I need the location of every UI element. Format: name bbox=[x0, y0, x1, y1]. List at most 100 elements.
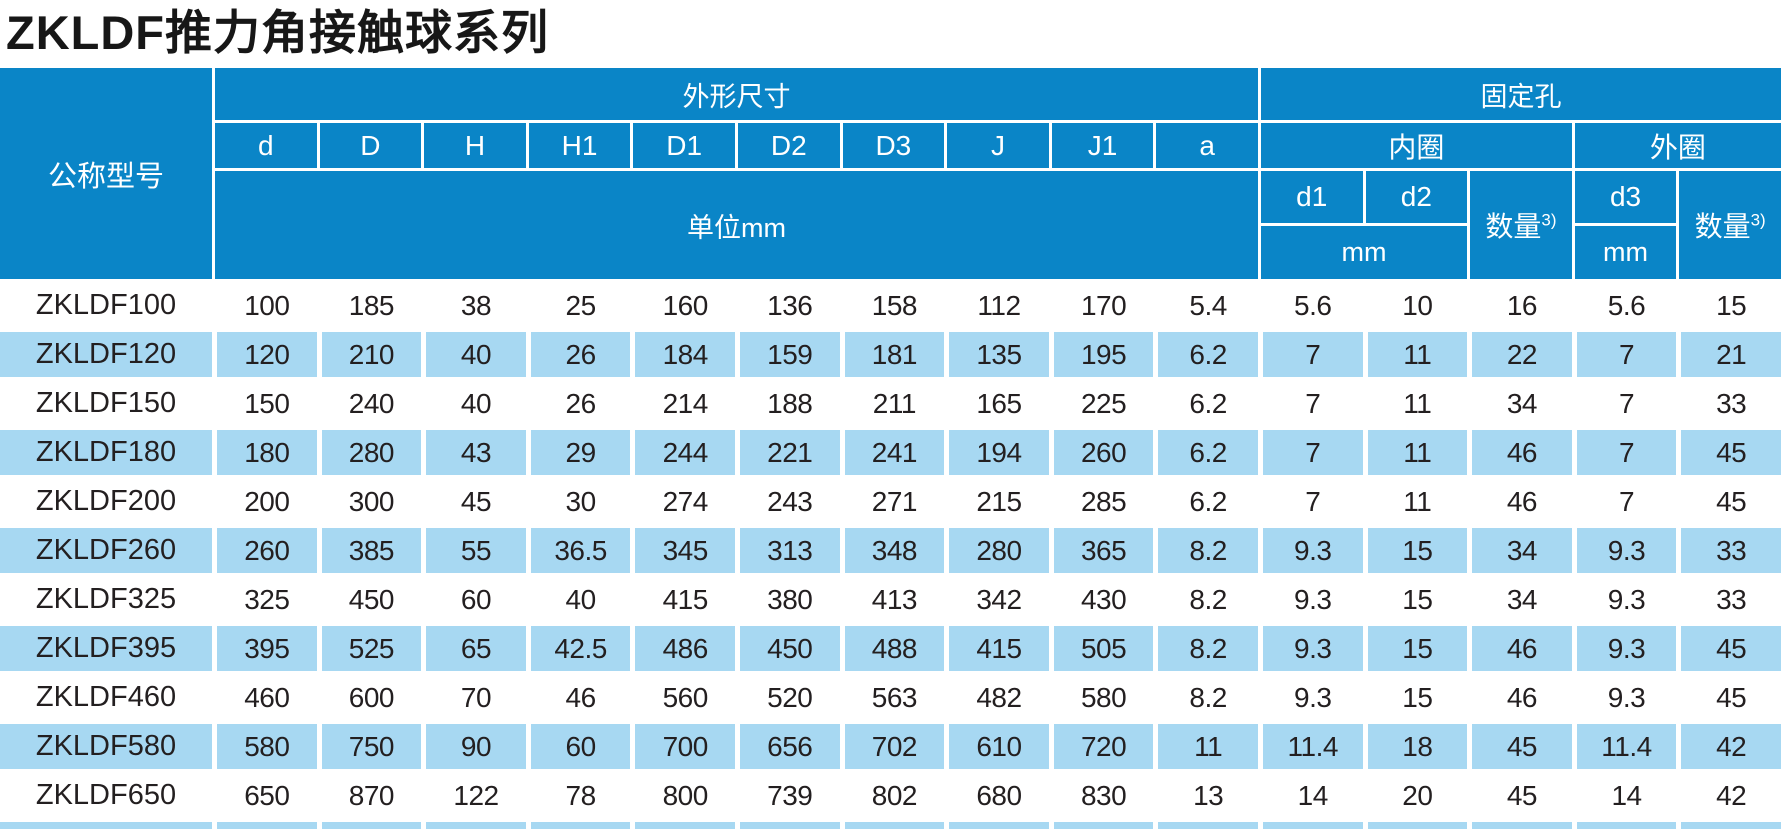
value-cell: 159 bbox=[734, 328, 840, 377]
value-cell: 560 bbox=[630, 671, 735, 720]
col-header-d3: d3 bbox=[1571, 168, 1677, 223]
col-header-D1: D1 bbox=[630, 120, 735, 168]
table-row: ZKLDF460 460 600 70 46 560 520 563 482 580 8.2 9.3 1… bbox=[0, 671, 1781, 720]
table-row: ZKLDF580 580 750 90 60 700 656 702 610 720 11 11.4 1… bbox=[0, 720, 1781, 769]
value-cell: 45 bbox=[1676, 475, 1781, 524]
value-cell: 15 bbox=[1362, 622, 1468, 671]
value-cell: 8.2 bbox=[1153, 671, 1258, 720]
value-cell: 600 bbox=[316, 671, 422, 720]
value-cell: 415 bbox=[630, 573, 735, 622]
value-cell: 46 bbox=[525, 671, 631, 720]
col-header-d2: d2 bbox=[1362, 168, 1468, 223]
col-header-outer-qty: 数量3) bbox=[1676, 168, 1781, 279]
value-cell: 181 bbox=[839, 328, 945, 377]
col-header-inner-qty: 数量3) bbox=[1467, 168, 1572, 279]
value-cell: 482 bbox=[944, 671, 1049, 720]
value-cell: 122 bbox=[421, 769, 526, 818]
header-row-groups: 公称型号 外形尺寸 固定孔 bbox=[0, 68, 1781, 279]
value-cell: 9.3 bbox=[1257, 573, 1363, 622]
value-cell: 702 bbox=[839, 720, 945, 769]
value-cell: 33 bbox=[1676, 573, 1781, 622]
inner-qty-footnote: 3) bbox=[1541, 210, 1557, 230]
partial-cell bbox=[525, 818, 631, 829]
value-cell: 11 bbox=[1362, 328, 1468, 377]
value-cell: 15 bbox=[1362, 671, 1468, 720]
value-cell: 430 bbox=[1048, 573, 1154, 622]
table-row: ZKLDF120 120 210 40 26 184 159 181 135 195 6.2 7 11 2… bbox=[0, 328, 1781, 377]
col-header-model: 公称型号 bbox=[0, 68, 212, 279]
partial-cell bbox=[630, 818, 735, 829]
value-cell: 6.2 bbox=[1153, 377, 1258, 426]
value-cell: 46 bbox=[1467, 622, 1572, 671]
partial-cell bbox=[1048, 818, 1154, 829]
value-cell: 120 bbox=[212, 328, 317, 377]
value-cell: 188 bbox=[734, 377, 840, 426]
value-cell: 9.3 bbox=[1257, 622, 1363, 671]
model-cell: ZKLDF325 bbox=[0, 573, 212, 622]
value-cell: 160 bbox=[630, 279, 735, 328]
value-cell: 194 bbox=[944, 426, 1049, 475]
value-cell: 46 bbox=[1467, 475, 1572, 524]
value-cell: 260 bbox=[1048, 426, 1154, 475]
value-cell: 42 bbox=[1676, 769, 1781, 818]
value-cell: 136 bbox=[734, 279, 840, 328]
value-cell: 8.2 bbox=[1153, 524, 1258, 573]
col-header-a: a bbox=[1153, 120, 1258, 168]
value-cell: 271 bbox=[839, 475, 945, 524]
table-header: 公称型号 外形尺寸 固定孔 d D H H1 D1 D2 D3 J J1 a 内… bbox=[0, 68, 1781, 279]
value-cell: 739 bbox=[734, 769, 840, 818]
header-row-units: mm mm bbox=[0, 223, 1781, 279]
value-cell: 45 bbox=[1467, 720, 1572, 769]
value-cell: 285 bbox=[1048, 475, 1154, 524]
value-cell: 9.3 bbox=[1571, 524, 1677, 573]
value-cell: 45 bbox=[1467, 769, 1572, 818]
value-cell: 10 bbox=[1362, 279, 1468, 328]
value-cell: 60 bbox=[525, 720, 631, 769]
model-cell: ZKLDF395 bbox=[0, 622, 212, 671]
dimensions-unit-label: 单位mm bbox=[212, 168, 1258, 279]
value-cell: 26 bbox=[525, 328, 631, 377]
col-group-fixing-holes: 固定孔 bbox=[1257, 68, 1781, 120]
value-cell: 22 bbox=[1467, 328, 1572, 377]
value-cell: 45 bbox=[1676, 622, 1781, 671]
value-cell: 112 bbox=[944, 279, 1049, 328]
value-cell: 5.6 bbox=[1257, 279, 1363, 328]
value-cell: 9.3 bbox=[1257, 524, 1363, 573]
partial-cell bbox=[944, 818, 1049, 829]
header-row-columns: d D H H1 D1 D2 D3 J J1 a 内圈 外圈 bbox=[0, 120, 1781, 168]
value-cell: 9.3 bbox=[1257, 671, 1363, 720]
value-cell: 720 bbox=[1048, 720, 1154, 769]
value-cell: 43 bbox=[421, 426, 526, 475]
value-cell: 42 bbox=[1676, 720, 1781, 769]
partial-cell bbox=[839, 818, 945, 829]
value-cell: 165 bbox=[944, 377, 1049, 426]
value-cell: 11.4 bbox=[1257, 720, 1363, 769]
value-cell: 313 bbox=[734, 524, 840, 573]
value-cell: 170 bbox=[1048, 279, 1154, 328]
bearing-spec-table: 公称型号 外形尺寸 固定孔 d D H H1 D1 D2 D3 J J1 a 内… bbox=[0, 68, 1781, 829]
value-cell: 486 bbox=[630, 622, 735, 671]
table-row: ZKLDF150 150 240 40 26 214 188 211 165 225 6.2 7 11 3… bbox=[0, 377, 1781, 426]
value-cell: 6.2 bbox=[1153, 328, 1258, 377]
model-cell: ZKLDF200 bbox=[0, 475, 212, 524]
value-cell: 13 bbox=[1153, 769, 1258, 818]
value-cell: 365 bbox=[1048, 524, 1154, 573]
value-cell: 55 bbox=[421, 524, 526, 573]
col-header-H: H bbox=[421, 120, 526, 168]
value-cell: 11 bbox=[1362, 475, 1468, 524]
partial-cell bbox=[1571, 818, 1677, 829]
partial-cell bbox=[421, 818, 526, 829]
col-header-J: J bbox=[944, 120, 1049, 168]
value-cell: 14 bbox=[1571, 769, 1677, 818]
table-row: ZKLDF200 200 300 45 30 274 243 271 215 285 6.2 7 11 4… bbox=[0, 475, 1781, 524]
value-cell: 15 bbox=[1676, 279, 1781, 328]
outer-mm-unit: mm bbox=[1571, 223, 1677, 279]
value-cell: 413 bbox=[839, 573, 945, 622]
value-cell: 11 bbox=[1362, 426, 1468, 475]
value-cell: 7 bbox=[1257, 328, 1363, 377]
col-group-dimensions: 外形尺寸 bbox=[212, 68, 1258, 120]
value-cell: 65 bbox=[421, 622, 526, 671]
inner-mm-unit: mm bbox=[1257, 223, 1468, 279]
value-cell: 215 bbox=[944, 475, 1049, 524]
value-cell: 180 bbox=[212, 426, 317, 475]
